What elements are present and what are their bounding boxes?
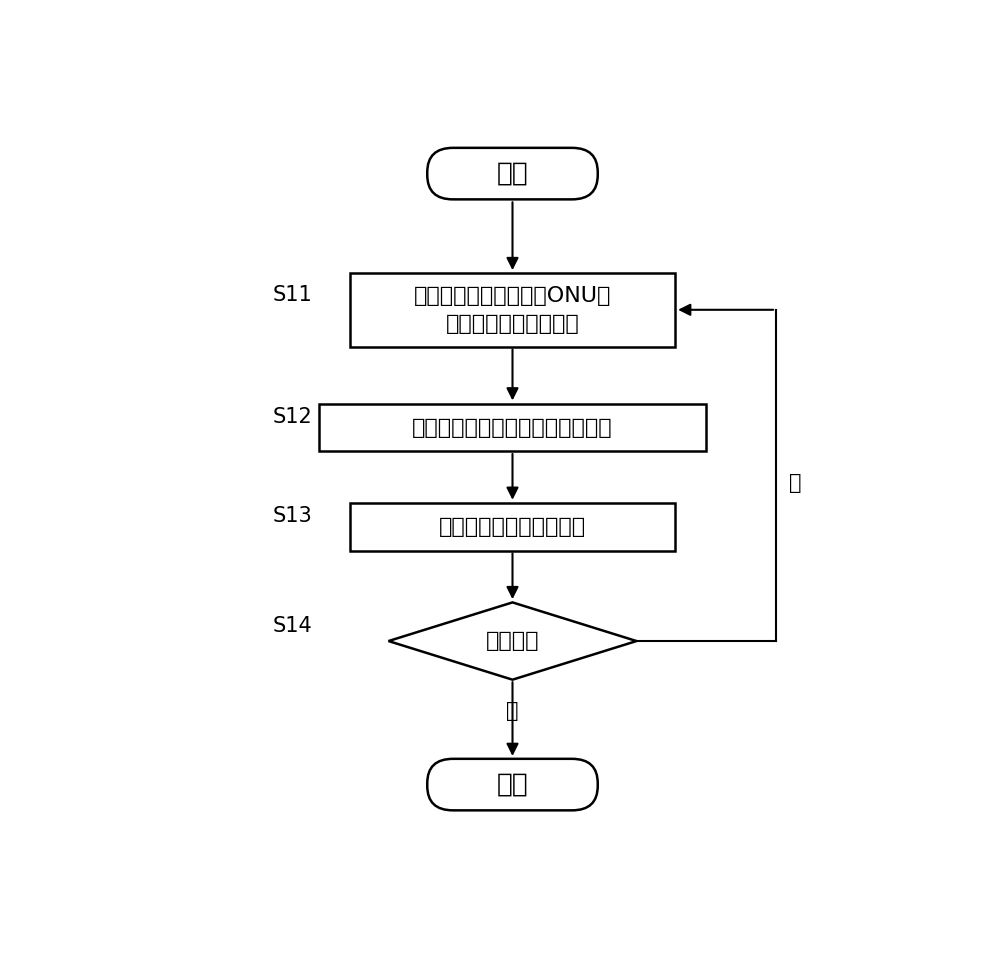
Text: 在数据资源池增加一条ONU设
备开通需要的配置数据: 在数据资源池增加一条ONU设 备开通需要的配置数据 (414, 286, 611, 334)
Text: 配置所述配置数据的范围: 配置所述配置数据的范围 (439, 517, 586, 537)
Text: 是: 是 (506, 701, 519, 721)
Text: 开始: 开始 (497, 161, 528, 186)
Text: S13: S13 (272, 506, 312, 526)
FancyBboxPatch shape (427, 759, 598, 811)
Text: S12: S12 (272, 406, 312, 426)
Bar (319, 403, 706, 451)
Text: 是否退出: 是否退出 (486, 631, 539, 651)
Text: S11: S11 (272, 285, 312, 305)
Bar (350, 273, 675, 347)
Text: S14: S14 (272, 617, 312, 637)
Text: 配置所述配置数据的分配方式属性: 配置所述配置数据的分配方式属性 (412, 418, 613, 438)
Text: 结束: 结束 (497, 771, 528, 797)
Polygon shape (388, 602, 637, 680)
Text: 否: 否 (789, 473, 802, 492)
FancyBboxPatch shape (427, 148, 598, 200)
Bar (350, 503, 675, 551)
